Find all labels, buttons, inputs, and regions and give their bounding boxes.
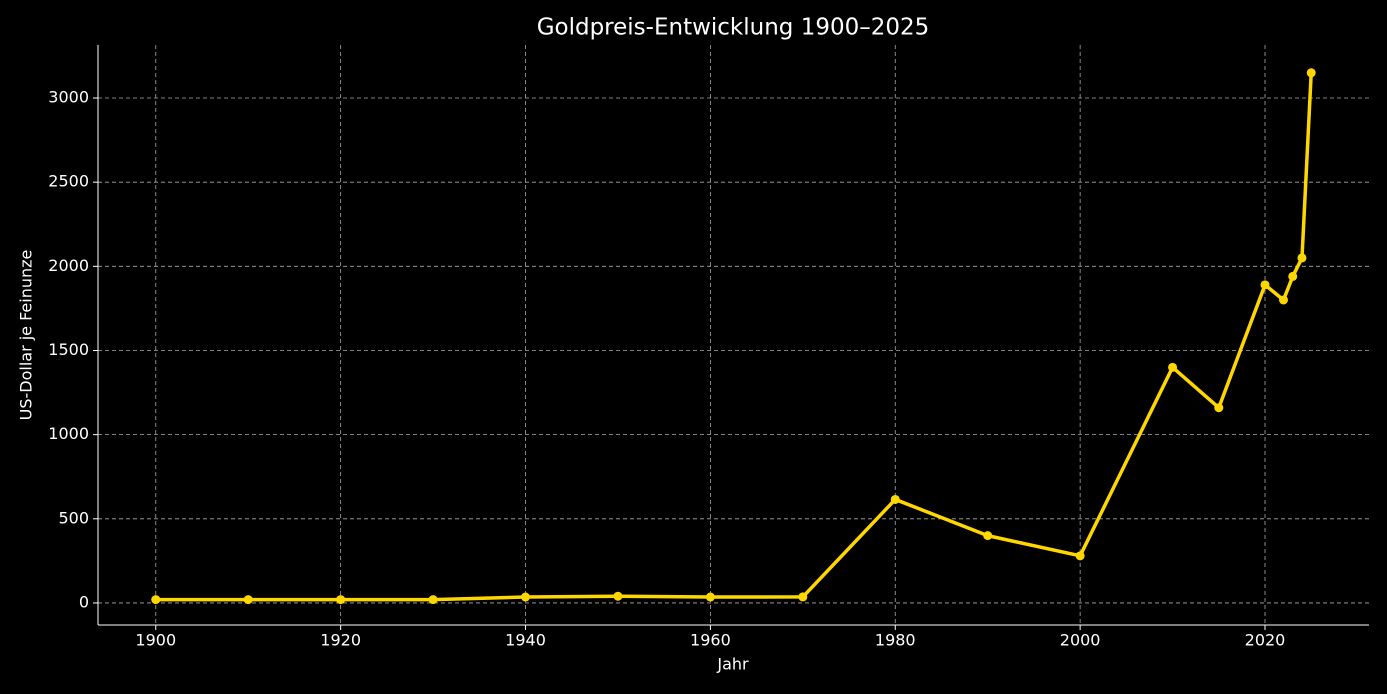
point [890,494,900,504]
x-tick-label: 1900 [135,631,176,650]
point [521,592,531,602]
x-tick-label: 1940 [505,631,546,650]
point [705,592,715,602]
y-tick-label: 2500 [48,172,89,191]
point [1260,280,1270,290]
point [1168,362,1178,372]
point [798,592,808,602]
point [1278,295,1288,305]
y-tick-label: 2000 [48,256,89,275]
point [1306,68,1316,78]
point [1075,551,1085,561]
point [151,595,161,605]
point [1297,253,1307,263]
point [336,595,346,605]
point [983,531,993,541]
x-axis-label: Jahr [716,655,749,674]
point [428,595,438,605]
x-tick-label: 1920 [320,631,361,650]
y-tick-label: 1500 [48,340,89,359]
point [1214,403,1224,413]
point [1288,271,1298,281]
line [155,72,1313,602]
point [613,591,623,601]
x-tick-label: 2020 [1245,631,1286,650]
x-tick-label: 1960 [690,631,731,650]
point [243,595,253,605]
y-tick-label: 1000 [48,424,89,443]
x-tick-label: 1980 [875,631,916,650]
x-tick-label: 2000 [1060,631,1101,650]
y-tick-label: 500 [58,508,89,527]
y-tick-label: 3000 [48,88,89,107]
y-tick-label: 0 [79,592,89,611]
chart-title: Goldpreis-Entwicklung 1900–2025 [537,15,930,41]
y-axis-label: US-Dollar je Feinunze [17,250,36,421]
